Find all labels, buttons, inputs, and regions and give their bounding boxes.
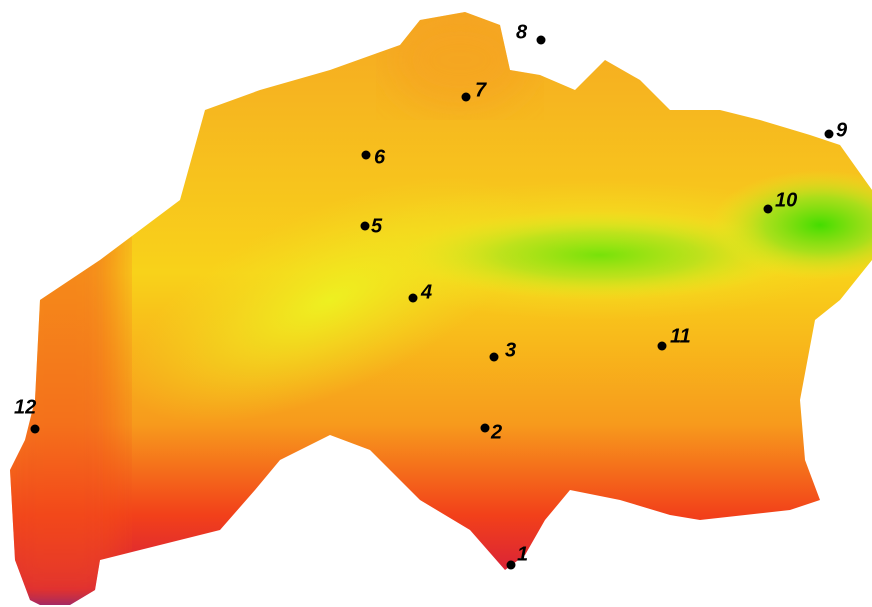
point-marker bbox=[825, 130, 834, 139]
point-marker bbox=[462, 93, 471, 102]
point-marker bbox=[764, 205, 773, 214]
point-marker bbox=[507, 561, 516, 570]
point-marker bbox=[362, 151, 371, 160]
point-marker bbox=[537, 36, 546, 45]
point-marker bbox=[31, 425, 40, 434]
point-label: 12 bbox=[14, 396, 36, 418]
point-marker bbox=[481, 424, 490, 433]
point-label: 7 bbox=[475, 79, 487, 101]
point-label: 10 bbox=[775, 189, 797, 211]
point-label: 5 bbox=[371, 215, 383, 237]
point-label: 9 bbox=[836, 119, 848, 141]
point-label: 1 bbox=[517, 543, 528, 565]
point-label: 6 bbox=[374, 146, 386, 168]
point-label: 11 bbox=[670, 325, 691, 347]
page: 123456789101112 (() => { const data = JS… bbox=[0, 0, 872, 607]
map: 123456789101112 bbox=[0, 0, 872, 607]
point-label: 8 bbox=[516, 21, 528, 43]
elevation-surface bbox=[0, 0, 872, 607]
point-label: 2 bbox=[490, 421, 502, 443]
point-marker bbox=[658, 342, 667, 351]
point-marker bbox=[361, 222, 370, 231]
point-marker bbox=[409, 294, 418, 303]
point-label: 4 bbox=[420, 281, 432, 303]
point-marker bbox=[490, 353, 499, 362]
point-label: 3 bbox=[505, 339, 516, 361]
